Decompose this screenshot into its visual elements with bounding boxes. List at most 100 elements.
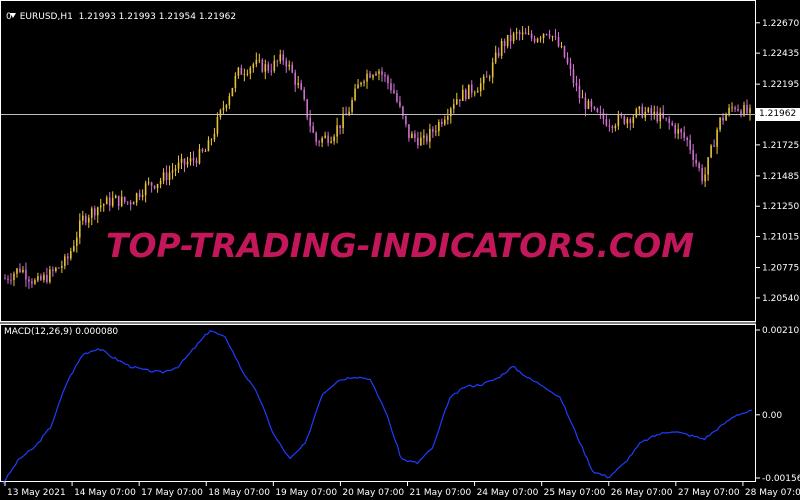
- candle-body: [10, 279, 12, 281]
- candle-body: [324, 135, 326, 138]
- candle-body: [207, 140, 210, 152]
- candle-body: [129, 202, 132, 205]
- candle-body: [228, 95, 231, 106]
- candle-body: [150, 182, 153, 186]
- candle-body: [210, 139, 213, 141]
- candle-body: [572, 69, 575, 83]
- candle-body: [195, 160, 198, 164]
- candle-body: [25, 269, 27, 280]
- candle-body: [294, 72, 297, 85]
- candle-body: [602, 112, 605, 120]
- candle-body: [141, 195, 144, 197]
- candle-body: [16, 268, 18, 274]
- candle-body: [198, 149, 201, 164]
- candle-body: [243, 74, 246, 75]
- candle-body: [725, 114, 727, 121]
- candle-body: [99, 205, 102, 208]
- candle-body: [219, 110, 222, 118]
- candle-body: [381, 71, 383, 75]
- candle-body: [246, 73, 249, 75]
- candle-body: [521, 32, 524, 35]
- price-tick-label: 1.22435: [762, 49, 799, 59]
- candle-body: [668, 118, 671, 123]
- candle-body: [719, 117, 721, 130]
- candle-body: [264, 64, 267, 72]
- time-tick-label: 18 May 07:00: [208, 488, 270, 498]
- candle-body: [650, 108, 653, 115]
- candle-body: [189, 158, 192, 162]
- candle-body: [584, 97, 587, 109]
- candle-body: [138, 193, 141, 197]
- candle-body: [659, 112, 662, 122]
- macd-tick-label: -0.001568: [762, 474, 800, 484]
- candle-body: [171, 170, 174, 173]
- candle-body: [147, 182, 150, 184]
- candle-body: [710, 145, 712, 158]
- candle-body: [728, 107, 730, 115]
- candle-body: [37, 276, 39, 281]
- candle-body: [560, 46, 563, 47]
- candle-body: [4, 278, 6, 280]
- candle-body: [554, 36, 557, 38]
- candle-body: [563, 46, 566, 58]
- candle-body: [653, 111, 656, 115]
- candle-body: [177, 162, 180, 169]
- candle-body: [55, 267, 57, 271]
- candle-body: [605, 119, 608, 126]
- candle-body: [491, 62, 494, 78]
- candle-body: [372, 75, 374, 78]
- time-tick-label: 25 May 07:00: [544, 488, 606, 498]
- candle-body: [746, 105, 748, 114]
- candle-body: [168, 172, 171, 180]
- candle-body: [734, 107, 736, 110]
- candle-body: [19, 268, 21, 273]
- candle-body: [417, 137, 419, 146]
- dropdown-triangle-icon[interactable]: [9, 13, 16, 18]
- candle-body: [548, 34, 551, 37]
- candle-body: [270, 70, 273, 72]
- candle-body: [482, 76, 485, 84]
- candle-body: [300, 83, 303, 90]
- macd-label: MACD(12,26,9) 0.000080: [4, 327, 119, 337]
- candle-body: [108, 197, 111, 206]
- candle-body: [596, 108, 599, 112]
- candle-body: [551, 36, 554, 38]
- candle-body: [201, 149, 204, 152]
- candle-body: [90, 208, 93, 218]
- candle-body: [43, 274, 45, 280]
- candle-body: [81, 215, 84, 221]
- candle-body: [464, 89, 467, 100]
- candle-body: [614, 125, 617, 129]
- candle-body: [722, 117, 724, 121]
- candle-body: [429, 129, 431, 142]
- candle-body: [192, 158, 195, 161]
- candle-body: [357, 84, 359, 89]
- price-tick-label: 1.20540: [762, 294, 799, 304]
- candle-body: [333, 136, 335, 142]
- candle-body: [288, 64, 291, 67]
- candle-body: [378, 71, 380, 74]
- candle-body: [297, 83, 300, 85]
- candle-body: [105, 197, 108, 205]
- candle-body: [593, 106, 596, 109]
- candle-body: [330, 141, 332, 143]
- candle-body: [183, 158, 186, 165]
- candle-body: [420, 137, 422, 146]
- macd-axis: 0.002103 0.00 -0.001568: [756, 326, 800, 484]
- time-tick-label: 21 May 07:00: [410, 488, 472, 498]
- candle-body: [390, 83, 392, 91]
- candle-body: [686, 137, 688, 141]
- candle-body: [273, 60, 276, 71]
- candle-body: [458, 99, 461, 102]
- candle-body: [318, 141, 320, 143]
- candle-body: [731, 107, 733, 109]
- candle-body: [67, 256, 69, 259]
- candle-body: [402, 106, 404, 116]
- candle-body: [52, 269, 54, 271]
- candle-body: [435, 131, 437, 132]
- candle-body: [716, 129, 718, 147]
- candle-body: [240, 67, 243, 75]
- candle-body: [545, 34, 548, 35]
- candle-body: [423, 135, 425, 138]
